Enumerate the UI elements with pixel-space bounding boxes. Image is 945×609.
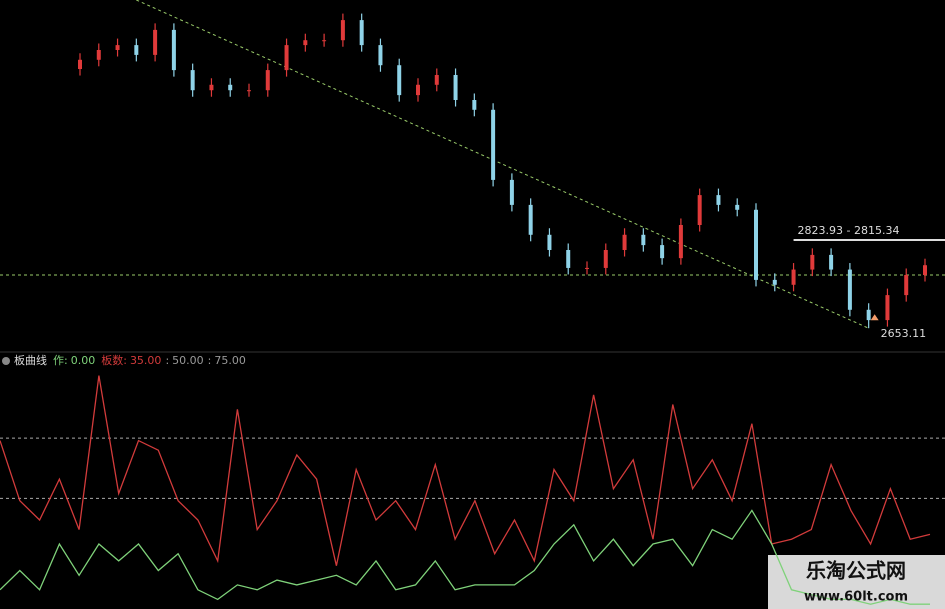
low-label: 2653.11 bbox=[881, 327, 927, 340]
legend-value: 0.00 bbox=[71, 354, 96, 367]
candle-body bbox=[284, 45, 289, 71]
candle-body bbox=[754, 209, 758, 280]
legend-sep: : bbox=[165, 354, 169, 367]
candle-body bbox=[265, 70, 270, 91]
candle-body bbox=[547, 234, 552, 250]
candle-body bbox=[190, 70, 195, 91]
low-marker bbox=[870, 314, 879, 321]
candle-body bbox=[866, 309, 871, 321]
range-label: 2823.93 - 2815.34 bbox=[798, 224, 900, 237]
candle-body bbox=[697, 195, 702, 225]
candle-body bbox=[641, 234, 646, 246]
indicator-line bbox=[0, 375, 931, 566]
candle-body bbox=[791, 269, 796, 285]
candle-body bbox=[359, 20, 364, 46]
indicator-line bbox=[0, 509, 930, 605]
candle-body bbox=[923, 265, 927, 275]
candle-body bbox=[472, 100, 477, 110]
candle-body bbox=[847, 269, 852, 310]
candle-body bbox=[340, 20, 345, 41]
watermark-title: 乐淘公式网 bbox=[806, 559, 906, 583]
candle-body bbox=[247, 90, 251, 92]
legend-sep: : bbox=[64, 354, 68, 367]
candle-body bbox=[134, 45, 139, 55]
watermark-url: www.60lt.com bbox=[804, 590, 908, 605]
candle-body bbox=[378, 45, 383, 66]
candle-body bbox=[453, 75, 458, 100]
legend-name: 板数 bbox=[101, 353, 123, 367]
candle-body bbox=[96, 50, 101, 60]
legend-sep: : bbox=[208, 354, 212, 367]
candle-body bbox=[772, 279, 777, 285]
candle-body bbox=[228, 84, 233, 91]
candle-body bbox=[78, 59, 82, 70]
indicator-icon bbox=[2, 357, 10, 365]
legend-level: 75.00 bbox=[214, 354, 246, 367]
candle-body bbox=[660, 245, 665, 259]
candle-body bbox=[303, 40, 308, 46]
candle-body bbox=[397, 65, 402, 96]
candle-body bbox=[528, 204, 533, 235]
candle-body bbox=[115, 45, 120, 50]
candle-body bbox=[735, 204, 740, 210]
candle-body bbox=[416, 84, 420, 96]
candle-body bbox=[209, 84, 214, 91]
indicator-legend: 板曲线 作: 0.00 板数: 35.00:50.00:75.00 bbox=[14, 353, 246, 367]
legend-value: 35.00 bbox=[130, 354, 162, 367]
candle-body bbox=[716, 195, 721, 205]
indicator-name: 板曲线 bbox=[14, 353, 47, 367]
candle-body bbox=[885, 295, 890, 321]
candle-body bbox=[171, 29, 176, 71]
candle-body bbox=[434, 75, 439, 85]
watermark-box bbox=[768, 555, 945, 609]
candle-body bbox=[585, 267, 589, 269]
legend-level: 50.00 bbox=[172, 354, 204, 367]
candle-body bbox=[904, 275, 909, 296]
candle-body bbox=[622, 234, 627, 250]
legend-sep: : bbox=[123, 354, 127, 367]
trend-line bbox=[136, 0, 869, 329]
candle-body bbox=[509, 179, 514, 205]
candle-body bbox=[566, 250, 571, 268]
candle-body bbox=[322, 40, 327, 42]
candle-body bbox=[810, 254, 815, 270]
candle-body bbox=[678, 225, 683, 259]
candle-body bbox=[153, 29, 158, 55]
candle-body bbox=[491, 109, 496, 180]
candle-body bbox=[829, 254, 834, 270]
candle-body bbox=[603, 250, 608, 268]
legend-name: 作 bbox=[53, 354, 64, 367]
